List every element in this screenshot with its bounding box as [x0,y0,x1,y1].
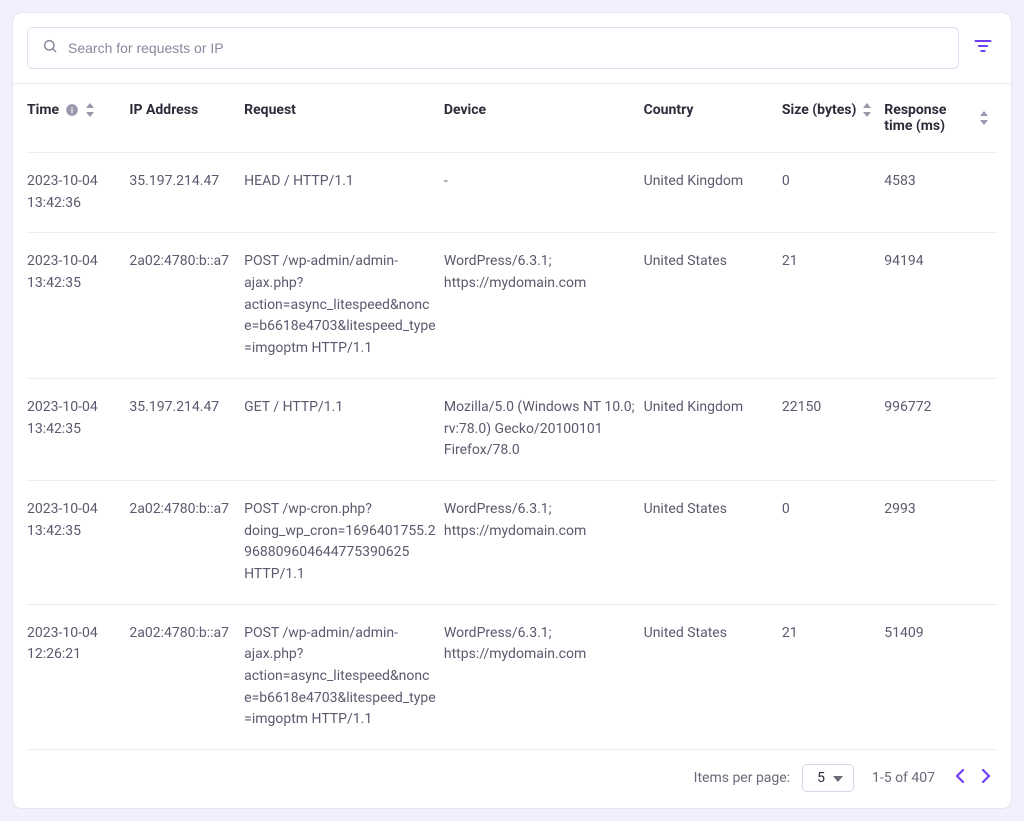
cell-size: 22150 [782,378,884,480]
col-header-label: Country [644,102,694,118]
col-header-response[interactable]: Response time (ms) [884,84,997,153]
cell-request: POST /wp-admin/admin-ajax.php?action=asy… [244,233,444,378]
cell-size: 21 [782,604,884,749]
cell-ip: 2a02:4780:b::a7 [129,233,244,378]
cell-country: United Kingdom [644,378,782,480]
table-row[interactable]: 2023-10-04 12:26:212a02:4780:b::a7POST /… [27,604,997,749]
sort-icon[interactable] [862,103,872,117]
pagination-range: 1-5 of 407 [872,770,935,786]
cell-time: 2023-10-04 13:42:36 [27,153,129,233]
cell-request: GET / HTTP/1.1 [244,378,444,480]
cell-size: 0 [782,480,884,604]
cell-time: 2023-10-04 13:42:35 [27,378,129,480]
chevron-down-icon [833,770,843,786]
cell-ip: 2a02:4780:b::a7 [129,604,244,749]
col-header-request: Request [244,84,444,153]
cell-device: - [444,153,644,233]
per-page-value: 5 [817,770,825,786]
cell-response: 996772 [884,378,997,480]
cell-device: WordPress/6.3.1; https://mydomain.com [444,233,644,378]
col-header-label: IP Address [129,102,198,118]
per-page-select[interactable]: 5 [802,764,854,792]
cell-country: United States [644,233,782,378]
search-input[interactable] [68,40,944,56]
cell-request: POST /wp-cron.php?doing_wp_cron=16964017… [244,480,444,604]
cell-country: United Kingdom [644,153,782,233]
prev-page-button[interactable] [953,766,967,790]
chevron-left-icon [955,768,965,788]
table-header-row: Time i IP Address Request [27,84,997,153]
col-header-size[interactable]: Size (bytes) [782,84,884,153]
cell-ip: 35.197.214.47 [129,378,244,480]
col-header-label: Time [27,102,59,118]
pager [953,766,993,790]
table-row[interactable]: 2023-10-04 13:42:352a02:4780:b::a7POST /… [27,233,997,378]
search-bar [13,13,1011,83]
col-header-label: Device [444,102,486,118]
items-per-page-label: Items per page: [694,770,790,786]
cell-size: 0 [782,153,884,233]
table-footer: Items per page: 5 1-5 of 407 [13,750,1011,808]
cell-time: 2023-10-04 13:42:35 [27,480,129,604]
info-icon[interactable]: i [65,103,79,117]
col-header-label: Request [244,102,296,118]
cell-response: 51409 [884,604,997,749]
cell-country: United States [644,604,782,749]
cell-time: 2023-10-04 12:26:21 [27,604,129,749]
search-icon [42,38,58,58]
cell-ip: 35.197.214.47 [129,153,244,233]
col-header-country: Country [644,84,782,153]
col-header-label: Size (bytes) [782,102,857,118]
search-box[interactable] [27,27,959,69]
requests-table: Time i IP Address Request [27,84,997,750]
col-header-label: Response time (ms) [884,102,973,134]
filter-button[interactable] [969,34,997,62]
filter-icon [973,36,993,60]
cell-request: HEAD / HTTP/1.1 [244,153,444,233]
cell-country: United States [644,480,782,604]
items-per-page: Items per page: 5 [694,764,854,792]
sort-icon[interactable] [85,103,95,117]
cell-response: 2993 [884,480,997,604]
cell-response: 94194 [884,233,997,378]
col-header-device: Device [444,84,644,153]
chevron-right-icon [981,768,991,788]
cell-request: POST /wp-admin/admin-ajax.php?action=asy… [244,604,444,749]
table-row[interactable]: 2023-10-04 13:42:3535.197.214.47GET / HT… [27,378,997,480]
col-header-time[interactable]: Time i [27,84,129,153]
cell-device: Mozilla/5.0 (Windows NT 10.0; rv:78.0) G… [444,378,644,480]
requests-panel: Time i IP Address Request [12,12,1012,809]
table-row[interactable]: 2023-10-04 13:42:352a02:4780:b::a7POST /… [27,480,997,604]
cell-device: WordPress/6.3.1; https://mydomain.com [444,480,644,604]
table-row[interactable]: 2023-10-04 13:42:3635.197.214.47HEAD / H… [27,153,997,233]
col-header-ip: IP Address [129,84,244,153]
cell-device: WordPress/6.3.1; https://mydomain.com [444,604,644,749]
cell-size: 21 [782,233,884,378]
cell-ip: 2a02:4780:b::a7 [129,480,244,604]
cell-response: 4583 [884,153,997,233]
next-page-button[interactable] [979,766,993,790]
sort-icon[interactable] [979,111,989,125]
svg-text:i: i [71,106,73,115]
cell-time: 2023-10-04 13:42:35 [27,233,129,378]
